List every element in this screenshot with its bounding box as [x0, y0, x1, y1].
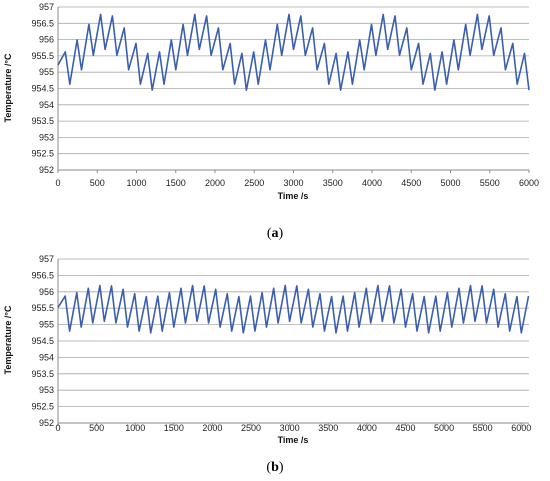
- chart-b-y-tick-label: 955.5: [31, 303, 54, 313]
- chart-a-x-axis-title: Time /s: [278, 191, 309, 201]
- chart-a-x-tick-label: 1500: [166, 178, 186, 188]
- chart-b-y-tick-label: 953.5: [31, 369, 54, 379]
- chart-b-x-tick-labels: 0 500 1000 1500 2000 2500 3000 3500 4000 4500 5000…: [55, 423, 531, 433]
- chart-a-y-tick-label: 953.5: [31, 116, 54, 126]
- chart-b-y-axis-title: Temperature /°C: [3, 305, 13, 374]
- chart-a-gridlines: [58, 6, 529, 171]
- chart-b-y-tick-label: 954: [39, 352, 54, 362]
- chart-b-x-tick-label: 1000: [125, 423, 145, 433]
- chart-a-y-tick-label: 954: [39, 100, 54, 110]
- chart-b-x-tick-label: 5000: [434, 423, 454, 433]
- chart-a-x-tick-label: 2500: [244, 178, 264, 188]
- chart-b-axes: [57, 259, 529, 426]
- chart-b-y-tick-label: 955: [39, 320, 54, 330]
- chart-a-x-tick-label: 1000: [126, 178, 146, 188]
- chart-a-x-tick-label: 3500: [323, 178, 343, 188]
- panel-label-b: (b): [266, 460, 283, 475]
- chart-a-y-tick-label: 952: [39, 165, 54, 175]
- chart-b-y-tick-label: 952: [39, 418, 54, 428]
- chart-b-x-tick-label: 4500: [395, 423, 415, 433]
- chart-b-x-tick-label: 5500: [473, 423, 493, 433]
- chart-a-series-line: [57, 13, 530, 91]
- chart-b-gridlines: [58, 258, 529, 424]
- chart-a-x-tick-label: 4500: [401, 178, 421, 188]
- chart-a-x-tick-label: 3000: [283, 178, 303, 188]
- chart-a-y-tick-label: 956: [39, 35, 54, 45]
- chart-b-y-tick-label: 952.5: [31, 402, 54, 412]
- chart-b-y-tick-label: 953: [39, 385, 54, 395]
- panel-label-a: (a): [267, 226, 284, 241]
- chart-a-y-tick-label: 955: [39, 67, 54, 77]
- chart-b-x-tick-label: 2500: [241, 423, 261, 433]
- chart-panel-b: 952 952.5 953 953.5 954 954.5 955 955.5 956 956.5…: [3, 254, 531, 475]
- chart-a-x-tick-label: 4000: [362, 178, 382, 188]
- chart-a-x-tick-label: 6000: [519, 178, 539, 188]
- chart-b-x-tick-label: 3000: [280, 423, 300, 433]
- chart-b-y-tick-label: 957: [39, 254, 54, 264]
- chart-b-y-tick-labels: 952 952.5 953 953.5 954 954.5 955 955.5 956 956.5…: [31, 254, 54, 428]
- chart-a-y-tick-label: 956.5: [31, 18, 54, 28]
- chart-a-x-tick-label: 500: [90, 178, 105, 188]
- chart-a-x-tick-label: 5000: [440, 178, 460, 188]
- chart-b-x-tick-label: 4000: [357, 423, 377, 433]
- chart-a-x-tick-label: 5500: [480, 178, 500, 188]
- chart-a-y-tick-labels: 952 952.5 953 953.5 954 954.5 955 955.5 956 956.5…: [31, 2, 54, 175]
- chart-a-x-tick-label: 2000: [205, 178, 225, 188]
- chart-a-x-tick-label: 0: [55, 178, 60, 188]
- chart-a-y-tick-label: 955.5: [31, 51, 54, 61]
- chart-b-y-tick-label: 956.5: [31, 270, 54, 280]
- chart-a-y-tick-label: 957: [39, 2, 54, 12]
- chart-b-x-tick-label: 1500: [164, 423, 184, 433]
- chart-b-x-tick-label: 2000: [202, 423, 222, 433]
- chart-b-x-tick-label: 500: [89, 423, 104, 433]
- chart-a-y-tick-label: 954.5: [31, 84, 54, 94]
- chart-panel-a: 952 952.5 953 953.5 954 954.5 955 955.5 956 956.5…: [3, 2, 539, 241]
- chart-b-series-line: [57, 284, 530, 334]
- chart-b-y-tick-label: 956: [39, 287, 54, 297]
- chart-b-x-tick-label: 6000: [511, 423, 531, 433]
- chart-b-x-axis-title: Time /s: [278, 435, 309, 445]
- chart-b-x-tick-label: 3500: [318, 423, 338, 433]
- chart-b-y-tick-label: 954.5: [31, 336, 54, 346]
- chart-a-axes: [57, 7, 530, 173]
- chart-a-y-axis-title: Temperature /°C: [3, 53, 13, 122]
- chart-b-x-tick-label: 0: [55, 423, 60, 433]
- chart-a-y-tick-label: 952.5: [31, 149, 54, 159]
- chart-a-y-tick-label: 953: [39, 132, 54, 142]
- chart-a-x-tick-labels: 0 500 1000 1500 2000 2500 3000 3500 4000 4500 5000…: [55, 178, 539, 188]
